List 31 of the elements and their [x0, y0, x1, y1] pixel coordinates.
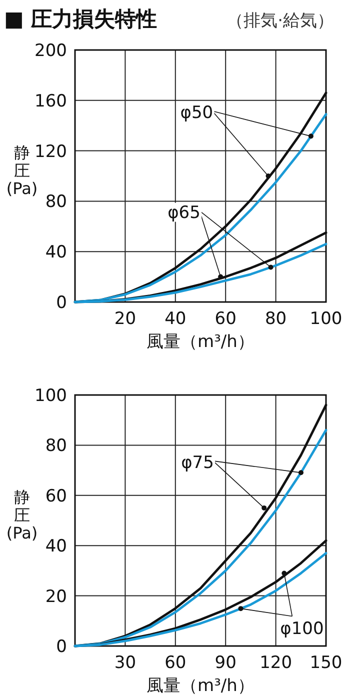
x-tick-label: 100	[310, 309, 342, 329]
y-tick-label: 40	[45, 242, 67, 263]
y-tick-label: 160	[34, 91, 67, 112]
x-tick-label: 90	[214, 653, 236, 673]
annotation: φ75	[181, 452, 214, 473]
annotation: φ65	[168, 202, 200, 223]
y-tick-label: 20	[45, 586, 67, 607]
y-tick-label: 0	[56, 293, 67, 313]
chart-subtitle: （排気·給気）	[226, 11, 334, 31]
y-tick-label: 100	[34, 386, 67, 406]
x-tick-label: 40	[164, 309, 186, 329]
y-tick-label: 80	[45, 192, 67, 212]
y-tick-label: 60	[45, 486, 67, 506]
annotation: φ100	[280, 619, 324, 640]
y-tick-label: 40	[45, 536, 67, 557]
y-tick-label: 0	[56, 637, 67, 657]
y-tick-label: 200	[34, 41, 67, 61]
x-tick-label: 60	[164, 653, 186, 673]
y-tick-label: 120	[34, 142, 67, 162]
y-tick-label: 80	[45, 436, 67, 456]
x-tick-label: 150	[310, 653, 342, 673]
y-axis-title: 静圧 (Pa)	[6, 488, 38, 542]
x-tick-label: 20	[114, 309, 136, 329]
chart-title: ■ 圧力損失特性	[4, 7, 158, 31]
annotation: φ50	[180, 103, 214, 123]
x-tick-label: 30	[114, 653, 136, 673]
x-axis-title: 風量（m³/h）	[146, 332, 254, 352]
x-tick-label: 80	[264, 309, 287, 329]
x-tick-label: 60	[214, 309, 236, 329]
x-tick-label: 120	[260, 653, 292, 673]
x-axis-title: 風量（m³/h）	[146, 676, 254, 696]
